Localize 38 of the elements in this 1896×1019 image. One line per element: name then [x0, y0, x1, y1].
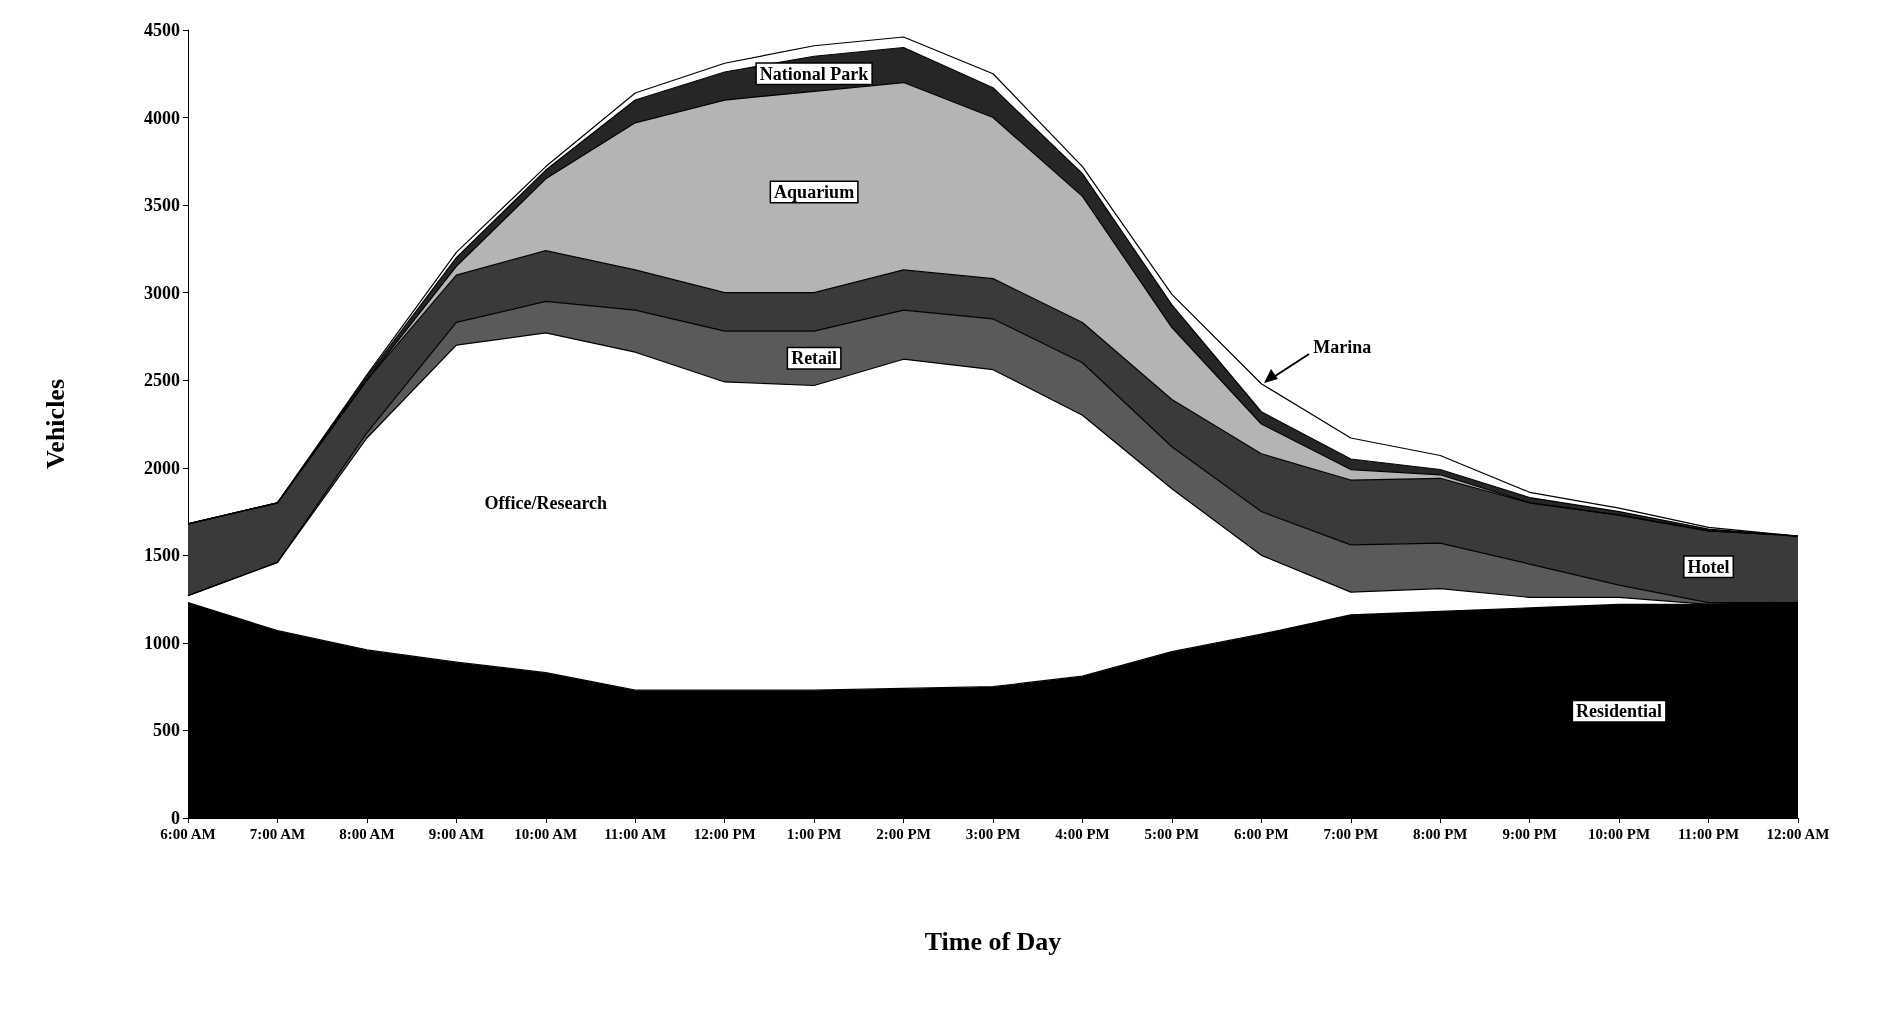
x-tick-label: 7:00 PM — [1323, 825, 1379, 842]
x-tick-label: 10:00 AM — [514, 825, 578, 842]
series-label: Hotel — [1687, 556, 1730, 577]
y-tick-label: 0 — [171, 808, 180, 828]
x-tick-label: 7:00 AM — [249, 825, 306, 842]
x-tick-label: 11:00 AM — [604, 825, 667, 842]
y-tick-label: 1500 — [144, 545, 180, 566]
y-tick-label: 1000 — [144, 632, 180, 653]
series-label: Aquarium — [774, 181, 855, 202]
x-tick-label: 6:00 PM — [1234, 825, 1289, 842]
x-tick-label: 11:00 PM — [1677, 825, 1740, 842]
series-label: Office/Research — [484, 492, 608, 513]
text: Marina — [1313, 336, 1372, 357]
x-tick-label: 1:00 PM — [786, 825, 842, 842]
y-tick-label: 3000 — [144, 282, 180, 303]
x-axis-title: Time of Day — [924, 926, 1062, 956]
x-tick-label: 12:00 AM — [1766, 825, 1830, 842]
y-tick-label: 2000 — [144, 457, 180, 478]
x-tick-label: 4:00 PM — [1055, 825, 1110, 842]
y-axis-title: Vehicles — [40, 378, 70, 470]
series-label: Residential — [1576, 701, 1663, 722]
series-label: National Park — [759, 63, 869, 84]
y-tick-label: 3500 — [144, 195, 180, 216]
x-tick-label: 6:00 AM — [160, 825, 216, 842]
x-tick-label: 10:00 PM — [1588, 825, 1651, 842]
x-tick-label: 3:00 PM — [965, 825, 1021, 842]
x-tick-label: 9:00 AM — [428, 825, 485, 842]
y-tick-label: 2500 — [144, 370, 180, 391]
series-label: Retail — [791, 348, 838, 369]
x-tick-label: 8:00 PM — [1412, 825, 1468, 842]
x-tick-label: 2:00 PM — [876, 825, 931, 842]
y-tick-label: 4500 — [144, 20, 180, 40]
x-tick-label: 8:00 AM — [339, 825, 395, 842]
x-tick-label: 9:00 PM — [1502, 825, 1557, 842]
y-tick-label: 4000 — [144, 107, 180, 128]
x-tick-label: 12:00 PM — [693, 825, 756, 842]
y-tick-label: 500 — [153, 720, 180, 741]
x-tick-label: 5:00 PM — [1144, 825, 1200, 842]
